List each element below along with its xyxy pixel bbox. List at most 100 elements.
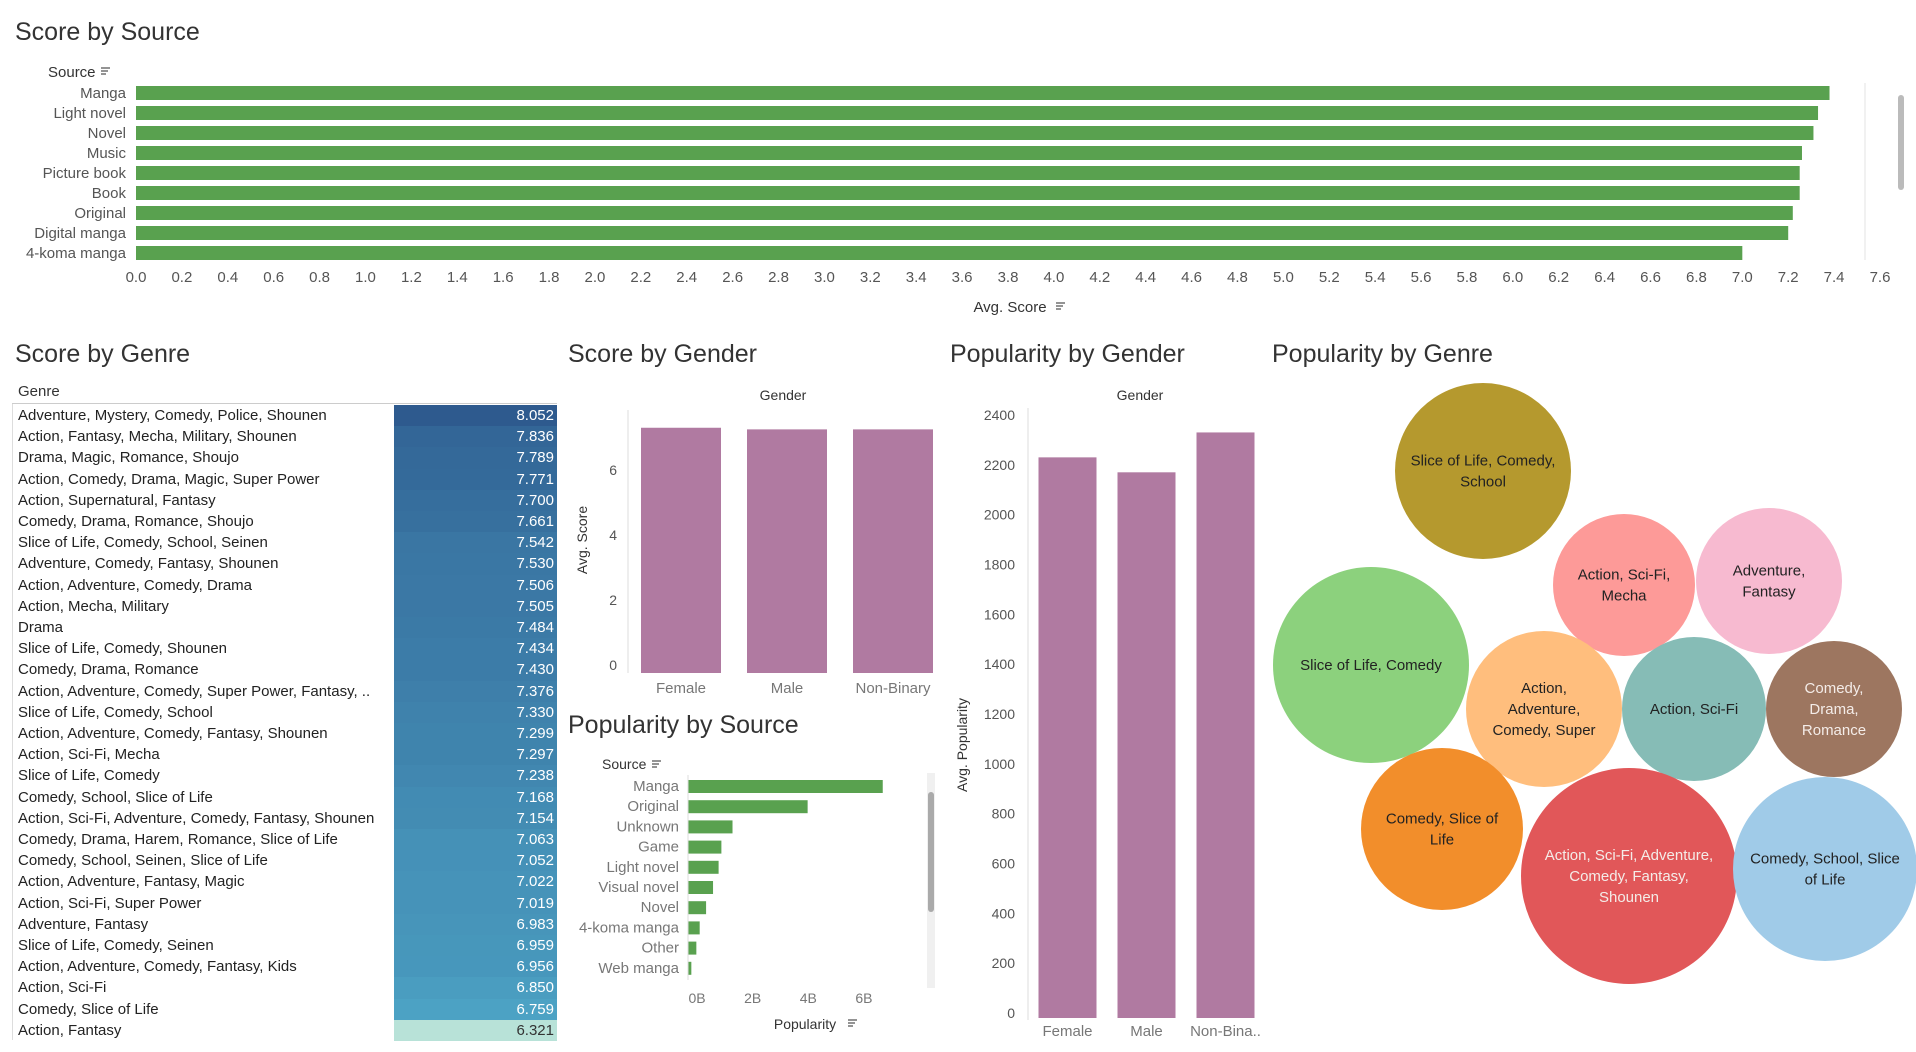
genre-label: Slice of Life, Comedy, School, Seinen (18, 534, 268, 552)
table-row: Action, Fantasy 6.321 (12, 1019, 557, 1042)
table-row: Slice of Life, Comedy, Shounen 7.434 (12, 638, 557, 660)
popularity-source-bar (688, 881, 714, 894)
source-category-label: Book (92, 185, 127, 202)
popularity-by-gender-chart: Gender 0 200 400 600 800 1000 1200 1400 1600 1800 2… (954, 387, 1261, 1040)
score-value: 6.959 (516, 937, 554, 954)
score-by-gender-title: Score by Gender (568, 340, 757, 368)
source-x-tick-label: 6.6 (1640, 269, 1661, 286)
genre-bubble (1466, 631, 1622, 787)
x-category-label: Non-Bina.. (1190, 1023, 1261, 1040)
score-value: 7.019 (516, 894, 554, 912)
source-x-tick-label: 0.6 (263, 269, 284, 286)
score-cell: 7.542 (394, 532, 557, 554)
source-x-tick-label: 2.6 (722, 269, 743, 286)
source-bar (136, 246, 1743, 260)
table-row: Comedy, Drama, Harem, Romance, Slice of … (12, 829, 557, 851)
y-axis-label: Avg. Popularity (954, 698, 970, 792)
gender-bar (641, 427, 721, 673)
x-axis-label: Popularity (774, 1016, 836, 1032)
score-cell: 7.168 (394, 786, 557, 809)
genre-bubble (1696, 508, 1842, 654)
score-value: 7.700 (516, 491, 554, 509)
x-category-label: Female (656, 680, 706, 697)
genre-label: Drama, Magic, Romance, Shoujo (18, 449, 239, 467)
table-row: Slice of Life, Comedy, School 7.330 (12, 701, 557, 724)
gender-header: Gender (760, 387, 807, 403)
y-tick-label: 2 (609, 592, 617, 608)
y-tick-label: 2200 (984, 457, 1015, 473)
score-cell: 7.238 (394, 765, 557, 787)
score-value: 7.238 (516, 767, 554, 785)
score-value: 7.168 (516, 788, 554, 806)
table-row: Action, Supernatural, Fantasy 7.700 (12, 489, 557, 512)
genre-label: Adventure, Comedy, Fantasy, Shounen (18, 555, 279, 573)
source-category-label: Unknown (616, 818, 679, 835)
popularity-source-bar (688, 860, 719, 874)
score-cell: 7.836 (394, 426, 557, 448)
score-cell: 6.850 (394, 977, 557, 999)
source-x-tick-label: 7.0 (1732, 269, 1753, 286)
score-by-genre-table: Genre Adventure, Mystery, Comedy, Police,… (12, 380, 557, 1042)
source-category-label: Game (638, 839, 679, 856)
table-row: Action, Sci-Fi 6.850 (12, 977, 557, 999)
score-cell: 6.959 (394, 935, 557, 957)
source-category-label: 4-koma manga (579, 919, 680, 936)
y-tick-label: 200 (992, 955, 1016, 971)
y-tick-label: 1800 (984, 557, 1015, 573)
genre-label: Action, Sci-Fi (18, 979, 107, 997)
popularity-source-bar (688, 921, 700, 935)
genre-bubble (1273, 567, 1469, 763)
y-tick-label: 4 (609, 527, 617, 543)
genre-bubble-label: Comedy, Slice of Life (1386, 811, 1499, 849)
score-value: 7.297 (516, 746, 554, 764)
source-x-tick-label: 7.4 (1824, 269, 1845, 286)
genre-bubble-label: Slice of Life, Comedy (1300, 657, 1442, 674)
source-x-tick-label: 5.6 (1411, 269, 1432, 286)
genre-label: Slice of Life, Comedy, Shounen (18, 640, 228, 658)
genre-label: Action, Adventure, Comedy, Super Power, … (18, 682, 371, 700)
table-row: Comedy, Slice of Life 6.759 (12, 998, 557, 1021)
genre-bubble-label: Action, Sci-Fi, Mecha (1578, 567, 1671, 605)
score-cell: 7.771 (394, 468, 557, 491)
score-value: 6.321 (516, 1021, 554, 1039)
source-category-label: 4-koma manga (26, 245, 127, 262)
genre-label: Comedy, Drama, Harem, Romance, Slice of … (18, 831, 338, 848)
genre-bubble (1395, 383, 1571, 559)
score-by-source-chart: Source Manga Light novel Novel Music Picture … (26, 64, 1904, 316)
table-row: Action, Comedy, Drama, Magic, Super Powe… (12, 468, 557, 491)
source-x-tick-label: 4.0 (1043, 269, 1064, 286)
source-x-tick-label: 4.4 (1135, 269, 1156, 286)
score-by-gender-chart: Gender 0 2 4 6 Avg. Score Female Male Non-Binary (574, 387, 933, 697)
score-cell: 6.759 (394, 998, 557, 1021)
source-x-tick-label: 5.0 (1273, 269, 1294, 286)
score-cell: 7.789 (394, 447, 557, 469)
score-value: 7.542 (516, 534, 554, 552)
source-bar (136, 206, 1793, 220)
genre-bubble-label: Slice of Life, Comedy, School (1411, 453, 1556, 491)
source-category-label: Novel (641, 899, 679, 916)
table-row: Adventure, Fantasy 6.983 (12, 913, 557, 936)
genre-bubble-label: Action, Adventure, Comedy, Super (1492, 680, 1595, 739)
score-value: 7.052 (516, 852, 554, 870)
popularity-source-bar (688, 780, 883, 793)
table-row: Action, Adventure, Comedy, Fantasy, Kids… (12, 956, 557, 978)
source-x-tick-label: 7.6 (1870, 269, 1891, 286)
score-cell: 7.506 (394, 574, 557, 597)
popularity-by-source-chart: Source Manga Original Unknown Game Light nove… (579, 756, 935, 1032)
score-cell: 7.297 (394, 744, 557, 766)
gender-bar (1038, 457, 1097, 1018)
score-cell: 6.983 (394, 913, 557, 936)
genre-bubble (1733, 777, 1916, 961)
table-row: Action, Adventure, Comedy, Fantasy, Shou… (12, 723, 557, 745)
source-bar (136, 166, 1800, 180)
genre-bubble (1553, 514, 1695, 656)
score-cell: 7.661 (394, 511, 557, 533)
source-category-label: Web manga (598, 960, 679, 977)
source-bar (136, 106, 1819, 120)
gender-bar (747, 429, 827, 673)
source-bar (136, 226, 1789, 240)
genre-label: Action, Fantasy, Mecha, Military, Shoune… (18, 428, 297, 446)
popularity-source-bar (688, 800, 808, 814)
score-value: 6.956 (516, 958, 554, 976)
score-cell: 7.022 (394, 871, 557, 893)
